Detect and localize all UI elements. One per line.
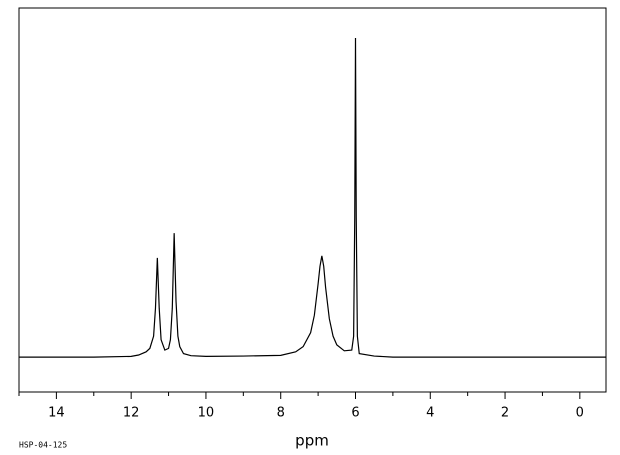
x-tick-label: 0 — [576, 406, 584, 421]
x-tick-label: 2 — [501, 406, 509, 421]
x-tick-label: 14 — [48, 406, 65, 421]
spectrum-line — [19, 38, 606, 358]
x-tick-label: 12 — [123, 406, 140, 421]
x-tick-label: 10 — [198, 406, 215, 421]
footer: HSP-04-125 — [19, 441, 67, 450]
x-axis-title: ppm — [295, 432, 329, 450]
plot-frame — [18, 7, 607, 393]
x-tick-label: 6 — [351, 406, 359, 421]
x-tick-label: 4 — [426, 406, 434, 421]
x-tick-label: 8 — [277, 406, 285, 421]
